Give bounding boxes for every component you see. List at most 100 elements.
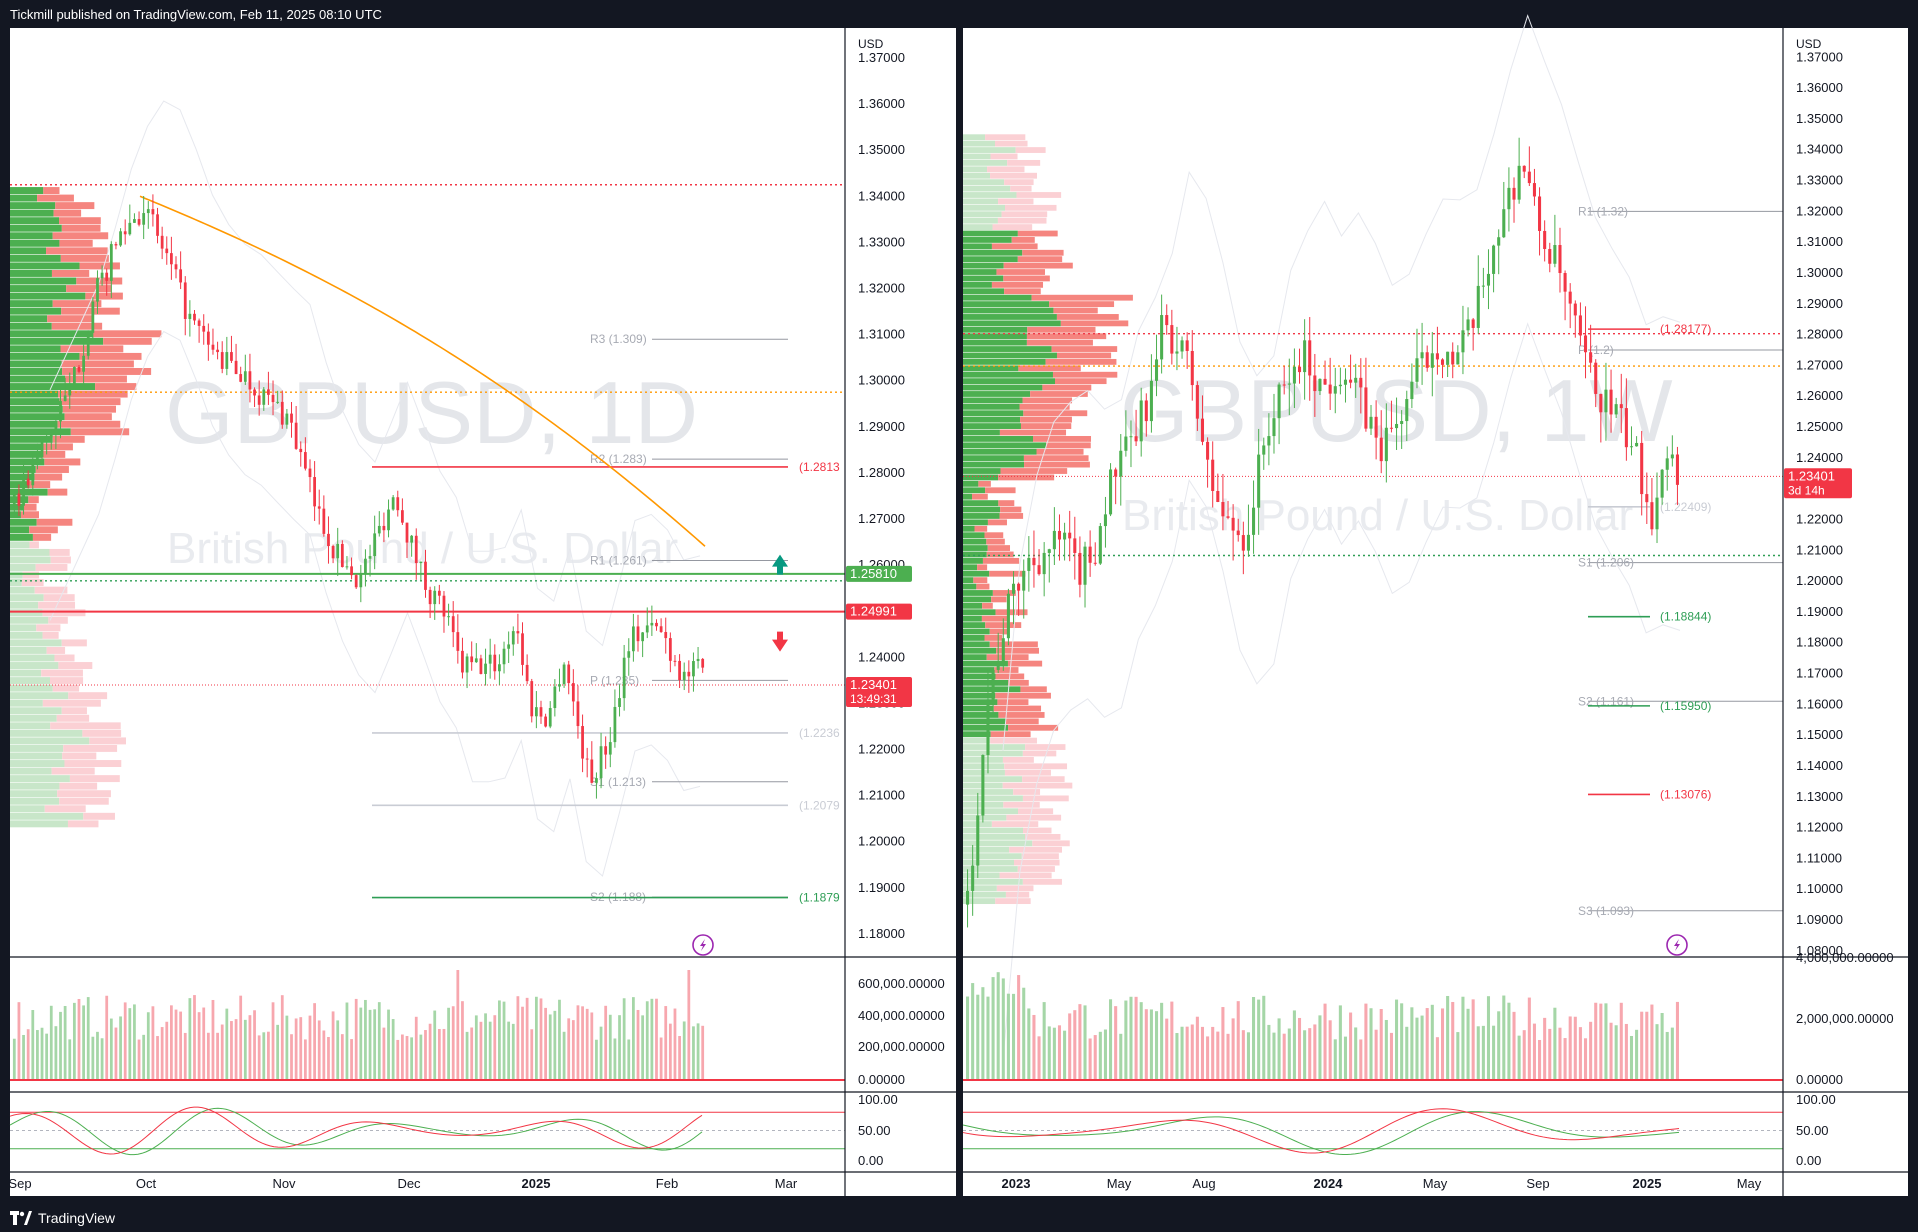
candle-body	[1190, 350, 1194, 386]
price-tick-label: 1.17000	[1796, 666, 1843, 681]
candle-body	[608, 742, 612, 755]
candle-body	[456, 632, 460, 651]
volume-profile-bar-down	[57, 420, 121, 428]
volume-profile-bar-up	[10, 239, 60, 247]
volume-profile-bar-down	[1007, 660, 1043, 667]
volume-profile-bar-up	[963, 500, 999, 507]
volume-profile-bar-up	[963, 204, 1006, 211]
candle-body	[179, 269, 183, 283]
volume-bar	[1175, 1033, 1179, 1080]
volume-profile-bar-up	[963, 673, 996, 680]
volume-profile-bar-up	[10, 300, 53, 308]
candle-body	[225, 352, 229, 369]
candle-body	[377, 525, 381, 534]
candle-body	[521, 633, 524, 665]
volume-bar	[1129, 996, 1133, 1080]
volume-profile-bar-up	[10, 699, 43, 707]
volume-bar	[1497, 1011, 1501, 1080]
volume-profile-bar-down	[992, 590, 1016, 596]
volume-bar	[1456, 1032, 1460, 1080]
right-lightning-icon[interactable]	[1666, 934, 1688, 956]
volume-bar	[1287, 1028, 1291, 1080]
volume-profile-bar-down	[69, 775, 120, 783]
volume-profile-bar-down	[1024, 461, 1090, 468]
volume-bar	[202, 1007, 206, 1080]
candle-body	[123, 231, 127, 235]
candle-body	[664, 632, 668, 639]
volume-bar	[359, 1007, 363, 1080]
candle-body	[382, 525, 386, 531]
volume-profile-bar-up	[963, 615, 982, 622]
volume-profile-bar-down	[1022, 878, 1062, 885]
volume-profile-bar-up	[963, 262, 1004, 269]
volume-bar	[1420, 1015, 1424, 1080]
volume-bar	[1297, 1017, 1302, 1080]
date-tick-label: Dec	[397, 1176, 421, 1191]
candle-body	[96, 278, 99, 302]
volume-profile-bar-down	[1055, 378, 1107, 385]
volume-bar	[1384, 1019, 1388, 1080]
price-tick-label: 1.24000	[1796, 450, 1843, 465]
candle-body	[1032, 557, 1036, 566]
volume-profile-bar-down	[1002, 756, 1034, 763]
volume-profile-bar-up	[963, 583, 977, 590]
volume-bar	[1435, 1037, 1439, 1080]
date-tick-label: Oct	[136, 1176, 157, 1191]
volume-bar	[45, 1033, 49, 1080]
volume-profile-bar-down	[1027, 326, 1096, 333]
volume-profile-bar-down	[64, 760, 122, 767]
candle-body	[1006, 593, 1010, 639]
volume-profile-bar-down	[103, 337, 152, 345]
volume-profile-bar-down	[32, 533, 52, 541]
volume-bar	[290, 1034, 293, 1080]
volume-profile-bar-up	[963, 622, 986, 628]
candle-body	[996, 662, 1000, 670]
volume-profile-bar-up	[963, 545, 988, 551]
candle-body	[290, 413, 293, 423]
volume-profile-bar-down	[44, 458, 81, 466]
volume-bar	[220, 1024, 224, 1080]
candle-body	[1144, 400, 1148, 422]
volume-profile-bar-up	[10, 466, 36, 473]
candle-body	[1410, 381, 1414, 400]
volume-profile-bar-down	[60, 345, 124, 353]
volume-profile-bar-up	[963, 237, 1012, 243]
volume-profile-bar-down	[1022, 397, 1073, 404]
volume-bar	[211, 999, 215, 1080]
volume-profile-bar-down	[1030, 391, 1088, 397]
volume-bar	[1563, 1038, 1567, 1080]
candle-body	[1277, 384, 1281, 419]
candle-body	[160, 235, 164, 249]
candle-body	[142, 213, 146, 225]
level-label: (1.13076)	[1660, 787, 1711, 801]
volume-profile-bar-up	[963, 564, 978, 571]
volume-bar	[303, 1039, 307, 1080]
price-badge	[846, 603, 912, 620]
volume-bar	[479, 1021, 483, 1080]
volume-profile-bar-up	[10, 729, 83, 737]
volume-profile-bar-up	[10, 797, 60, 805]
candle-body	[641, 632, 645, 642]
candle-body	[1573, 303, 1577, 316]
volume-bar	[511, 1023, 515, 1080]
volume-bar	[1011, 993, 1016, 1080]
volume-profile-bar-down	[990, 737, 1037, 744]
candle-body	[243, 371, 247, 382]
left-lightning-icon[interactable]	[692, 934, 714, 956]
price-tick-label: 1.31000	[1796, 234, 1843, 249]
volume-profile-bar-up	[963, 866, 1018, 872]
volume-bar	[1389, 1032, 1393, 1080]
candle-body	[1548, 248, 1552, 264]
volume-bar	[650, 998, 654, 1080]
price-badge-text: 1.25810	[850, 566, 897, 581]
candle-body	[1558, 245, 1562, 274]
candle-body	[613, 706, 617, 743]
volume-profile-bar-down	[1018, 365, 1081, 372]
volume-bar	[645, 1001, 649, 1080]
volume-profile-bar-down	[984, 532, 1004, 539]
volume-bar	[664, 1006, 668, 1080]
candle-body	[322, 508, 326, 534]
volume-bar	[1027, 1008, 1031, 1080]
candle-body	[1103, 514, 1107, 527]
price-tick-label: 1.19000	[1796, 604, 1843, 619]
